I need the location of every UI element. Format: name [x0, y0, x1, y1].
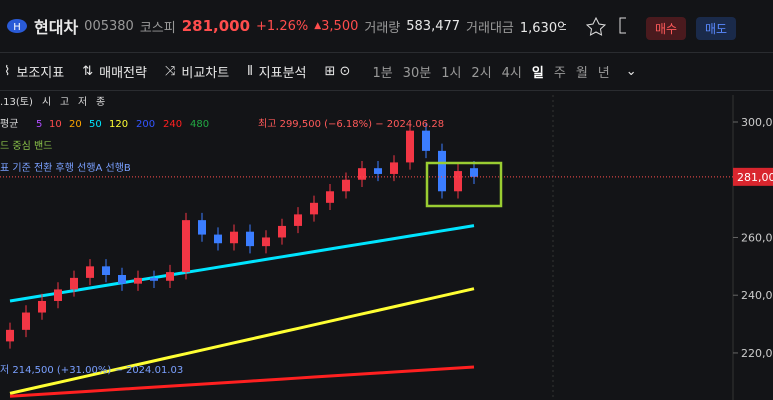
candle-body [166, 272, 174, 281]
tool-icon: ⇅ [82, 63, 94, 79]
toolbar: ⌇ 보조지표 ⇅ 매매전략 ⤨ 비교차트 ⫴ 지표분석 ⊞ ⊙ 1분 30분 1시 2… [0, 52, 773, 91]
y-tick-label: 300,000 [741, 116, 773, 129]
legend-entry: 120 [109, 119, 128, 130]
ma-line [9, 365, 475, 398]
stock-code: 005380 [84, 18, 134, 34]
period[interactable]: 1분 [372, 65, 393, 81]
candle-body [70, 277, 78, 290]
svg-text:H: H [13, 22, 21, 33]
period[interactable]: 2시 [471, 65, 492, 81]
y-tick-label: 260,000 [741, 231, 773, 244]
candle-body [118, 274, 126, 284]
candle-body [182, 220, 190, 273]
periods: 1분 30분 1시 2시 4시 일 주 월 년 [372, 62, 619, 81]
candle-body [470, 168, 478, 177]
tool-icon: ⌇ [4, 63, 11, 79]
amount-label: 거래대금 [466, 20, 514, 36]
period[interactable]: 1시 [441, 65, 462, 81]
ma-line [9, 224, 475, 303]
candle-body [342, 179, 350, 192]
volume: 583,477 [406, 18, 461, 34]
stock-name: 현대차 [34, 18, 79, 37]
tool-icon: ⤨ [164, 63, 176, 79]
legend-entry: 240 [163, 119, 182, 130]
header: H 현대차 005380 코스피 281,000 +1.26% ▲ 3,500 … [0, 0, 773, 53]
high-note: 최고 299,500 (−6.18%) − 2024.06.28 [258, 118, 444, 130]
up-icon: ▲ [314, 21, 322, 31]
period[interactable]: 월 [575, 65, 588, 81]
candle-body [54, 289, 62, 301]
ohlc-label: 종 [96, 96, 105, 108]
ichimoku-legend: 표 기준 전환 후행 선행A 선행B [0, 162, 131, 174]
period[interactable]: 일 [531, 65, 544, 81]
y-tick-label: 220,000 [741, 347, 773, 360]
candle-body [150, 277, 158, 281]
ohlc-label: 시 [42, 96, 51, 108]
period[interactable]: 주 [553, 65, 566, 81]
change: 3,500 [321, 18, 359, 34]
candle-body [262, 237, 270, 247]
candle-body [454, 171, 462, 192]
logo: H [7, 19, 27, 33]
volume-label: 거래량 [364, 20, 401, 36]
legend-entry: 5 [36, 119, 42, 130]
legend-entry: 200 [136, 119, 155, 130]
tool[interactable]: 매매전략 [99, 65, 147, 81]
period[interactable]: 년 [597, 65, 610, 81]
candle-body [230, 231, 238, 244]
tool[interactable]: 보조지표 [16, 65, 65, 81]
candle-body [214, 234, 222, 244]
tool[interactable]: 비교차트 [181, 65, 230, 81]
candle-body [406, 130, 414, 163]
icons [585, 16, 632, 36]
candle-body [374, 168, 382, 174]
candle-body [86, 266, 94, 278]
low-note: 저 214,500 (+31.00%) − 2024.01.03 [0, 364, 183, 376]
legend-entry: 10 [49, 119, 62, 130]
candle-body [6, 329, 14, 342]
tool-icon: ⊞ ⊙ [324, 63, 351, 79]
candle-body [278, 225, 286, 238]
candle-body [38, 300, 46, 313]
ohlc-label: 고 [60, 97, 69, 108]
sell-button[interactable]: 매도 [696, 17, 737, 40]
ma-title: 평균 [0, 118, 18, 130]
candle-body [198, 220, 206, 235]
candle-body [310, 202, 318, 215]
change-pct: +1.26% [256, 18, 309, 34]
candle-body [134, 277, 142, 284]
highlight-box [425, 161, 503, 208]
legend-entry: 20 [69, 119, 82, 130]
band-legend: 드 중심 밴드 [0, 140, 52, 152]
tool[interactable]: 지표분석 [258, 65, 307, 81]
ma-line [9, 287, 475, 395]
legend-entry: 480 [190, 119, 209, 130]
candle-body [358, 168, 366, 180]
candle-body [438, 150, 446, 192]
date-label: .13(토) [0, 97, 33, 108]
candle-body [22, 312, 30, 330]
current-price-box [733, 167, 773, 186]
candle-body [390, 162, 398, 174]
legend-entry: 50 [89, 119, 102, 130]
candle-body [246, 231, 254, 247]
period[interactable]: 4시 [501, 65, 522, 81]
ohlc-label: 저 [78, 96, 87, 108]
dropdown[interactable]: ⌄ [625, 63, 637, 79]
candle-body [102, 266, 110, 275]
market: 코스피 [139, 20, 176, 36]
candle-body [422, 130, 430, 151]
candle-body [294, 214, 302, 226]
tool-icon: ⫴ [247, 63, 253, 79]
candle-body [326, 191, 334, 203]
header-actions: 매수 매도 [566, 0, 773, 52]
y-tick-label: 240,000 [741, 289, 773, 302]
period[interactable]: 30분 [402, 65, 432, 81]
price: 281,000 [181, 17, 251, 35]
current-price-label: 281,000 [737, 171, 773, 184]
amount: 1,630억 [519, 20, 570, 36]
buy-button[interactable]: 매수 [646, 17, 687, 40]
